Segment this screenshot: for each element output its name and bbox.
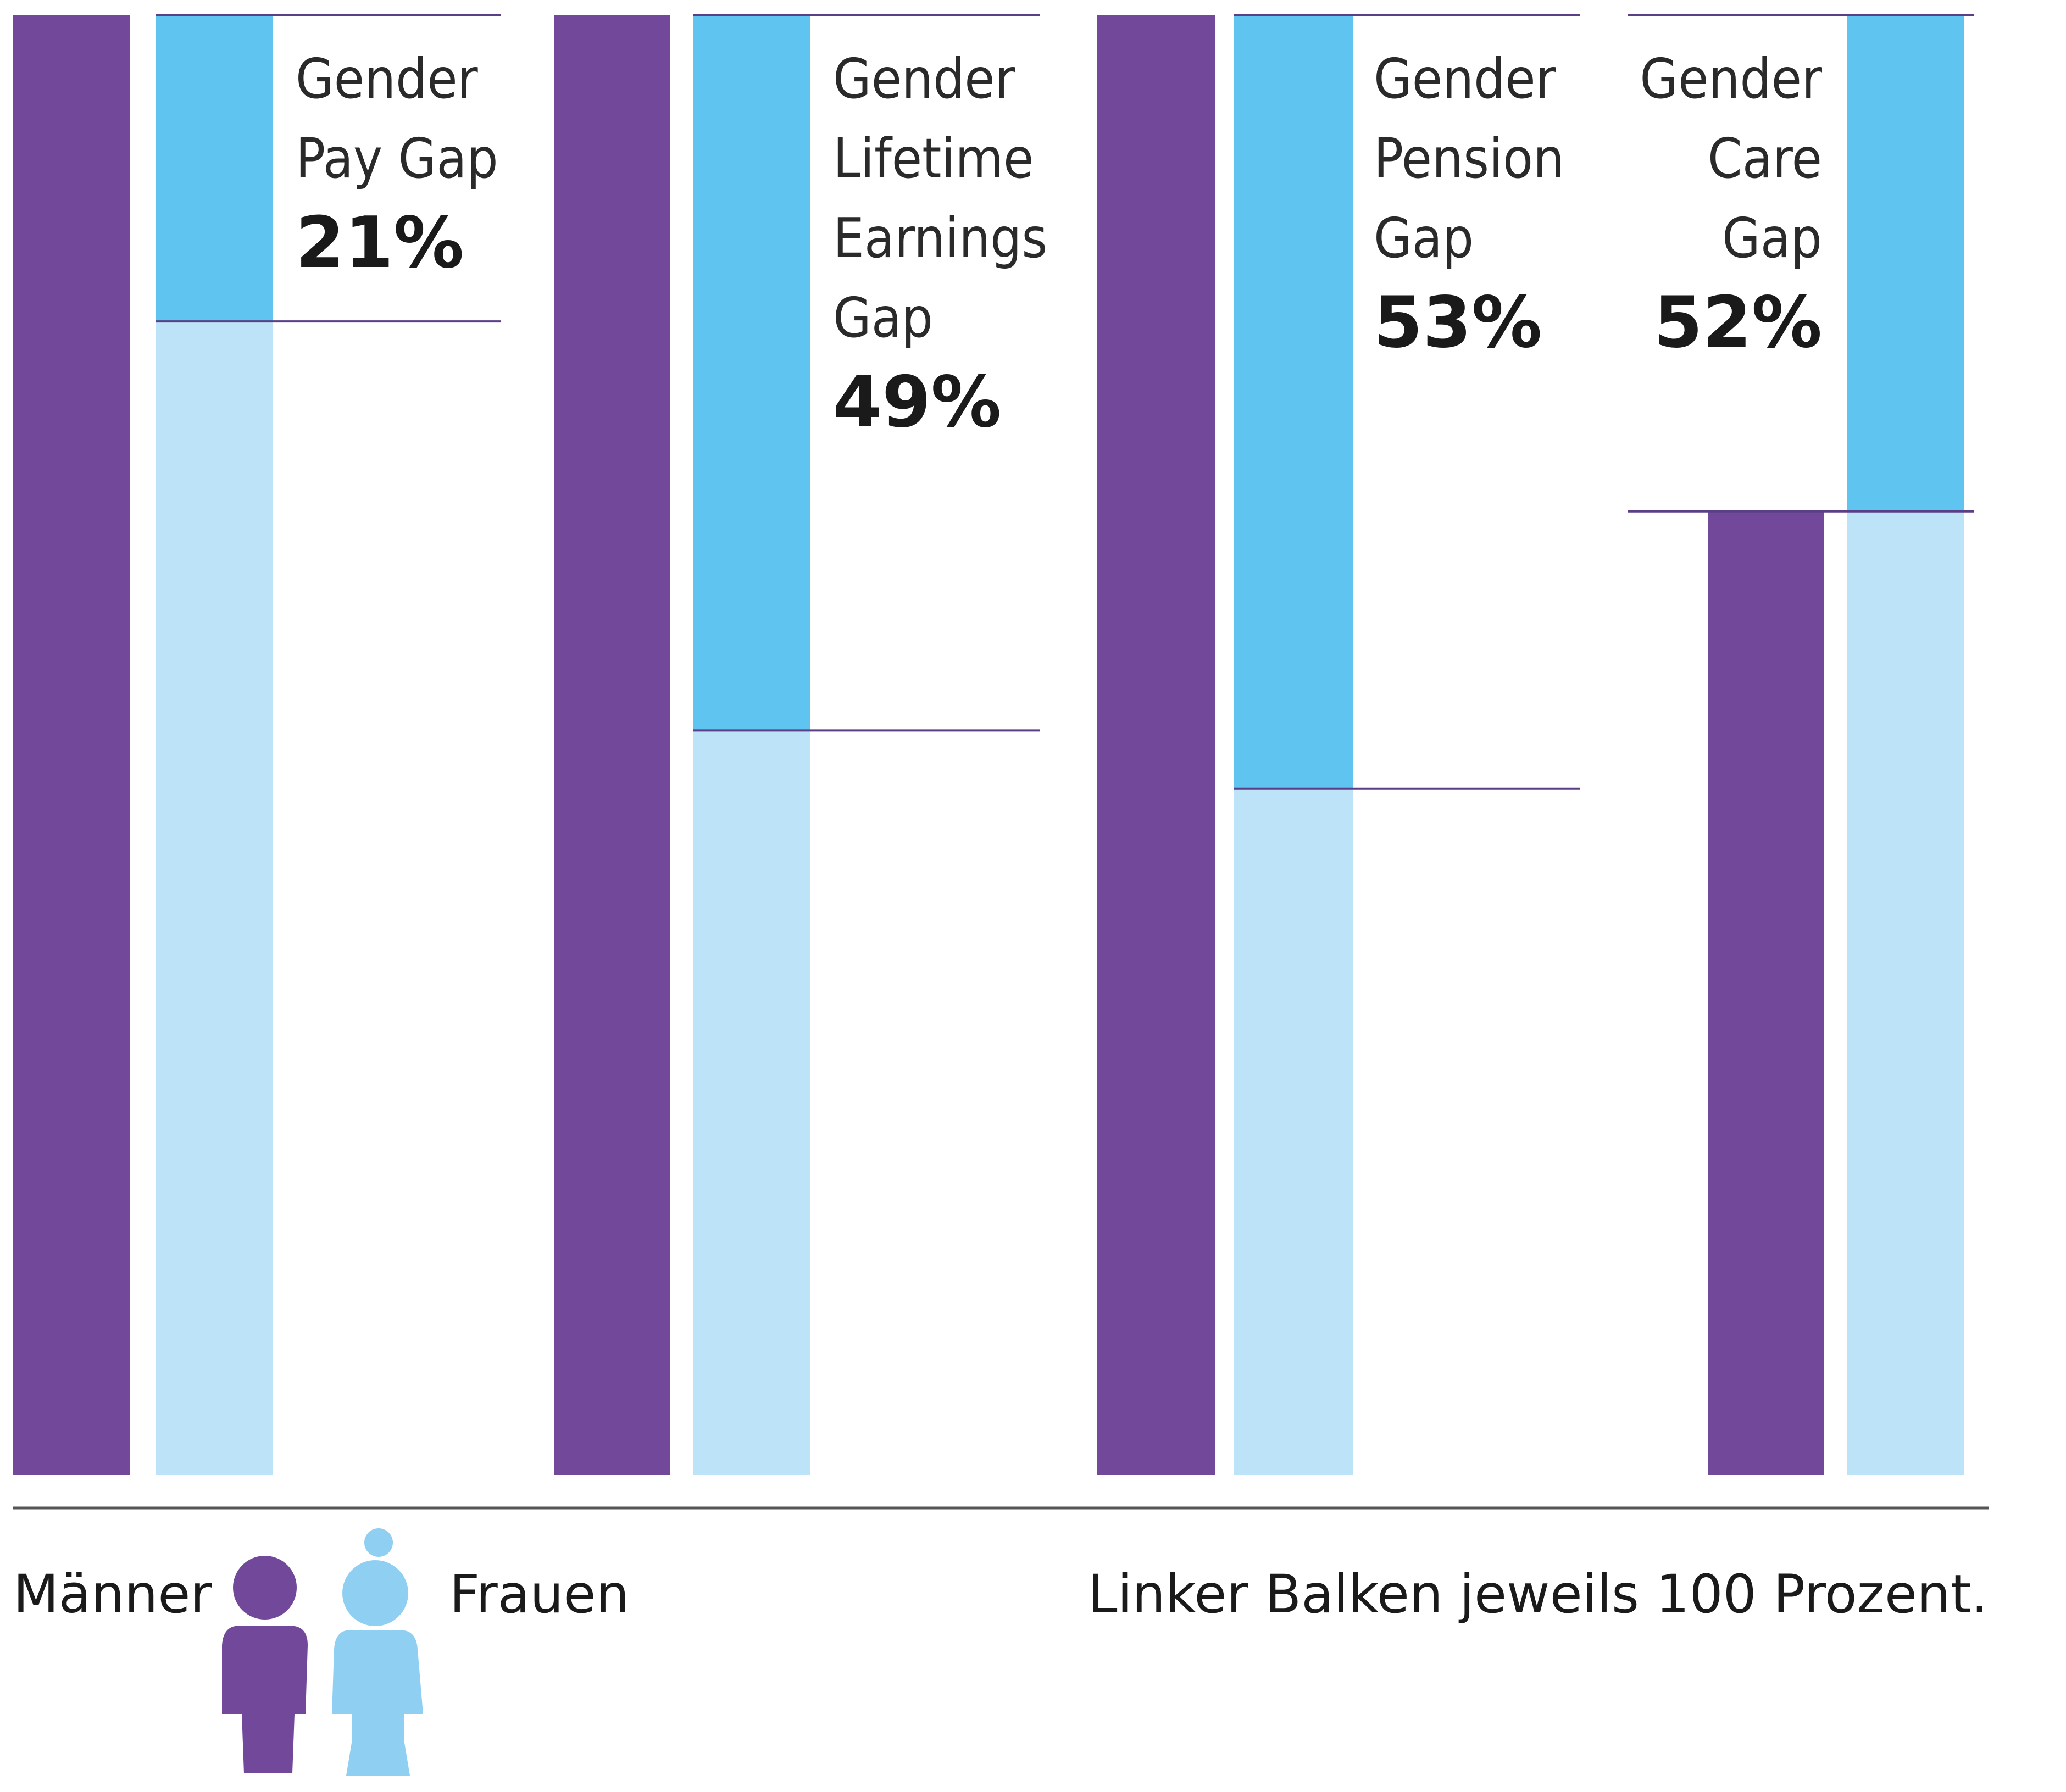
- gap-segment: [1234, 15, 1353, 789]
- bar-group-1: Gender Pay Gap 21%: [13, 14, 501, 1476]
- women-bar: [1234, 788, 1353, 1475]
- gap-value: 52%: [1654, 282, 1822, 364]
- gap-label-line: Gap: [833, 286, 933, 350]
- legend-men-label: Männer: [13, 1563, 212, 1625]
- gap-value: 49%: [833, 361, 1001, 443]
- men-bar: [1097, 15, 1215, 1475]
- bar-group-2: Gender Lifetime Earnings Gap 49%: [554, 14, 1047, 1475]
- gap-label-line: Earnings: [833, 206, 1047, 270]
- men-bar: [554, 15, 670, 1475]
- gap-label-line: Pay Gap: [296, 126, 498, 191]
- gap-value: 21%: [296, 202, 464, 284]
- gap-segment: [693, 15, 810, 731]
- chart-note: Linker Balken jeweils 100 Prozent.: [1088, 1563, 1988, 1625]
- bar-groups: Gender Pay Gap 21% Gender Lifetime Earnings Ga…: [13, 14, 1974, 1476]
- gap-label-line: Lifetime: [833, 126, 1034, 191]
- gap-label-line: Gender: [296, 47, 479, 111]
- gap-label-line: Gap: [1722, 206, 1822, 270]
- men-bar: [13, 15, 130, 1475]
- men-icon: [222, 1556, 308, 1773]
- women-bar: [693, 730, 810, 1475]
- gap-label-line: Gender: [1640, 47, 1823, 111]
- women-bar: [156, 321, 273, 1476]
- legend-women-label: Frauen: [449, 1563, 629, 1625]
- gap-label-line: Gender: [1374, 47, 1557, 111]
- gap-label-line: Gap: [1374, 206, 1474, 270]
- bar-group-4: Gender Care Gap 52%: [1628, 14, 1974, 1475]
- gap-segment: [156, 15, 273, 322]
- gap-label-line: Gender: [833, 47, 1016, 111]
- women-icon: [332, 1528, 423, 1776]
- gap-label-line: Pension: [1374, 126, 1564, 191]
- gap-label-line: Care: [1708, 126, 1822, 191]
- gap-value: 53%: [1374, 282, 1542, 364]
- bar-group-3: Gender Pension Gap 53%: [1097, 14, 1580, 1475]
- gap-segment: [1847, 15, 1964, 511]
- men-bar: [1708, 511, 1824, 1475]
